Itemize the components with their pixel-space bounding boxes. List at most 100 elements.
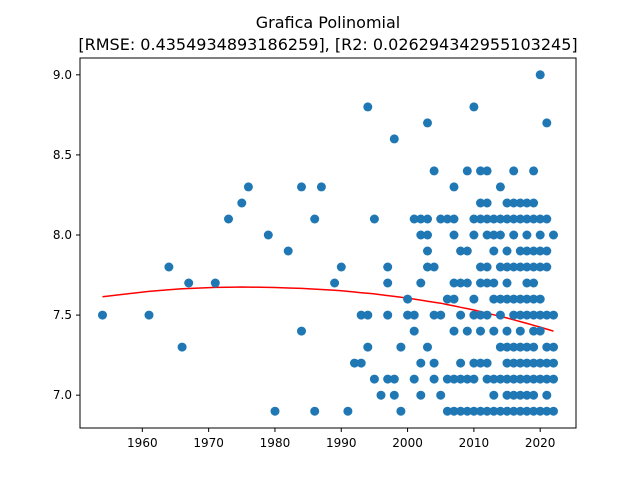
data-point [423, 246, 432, 256]
data-point [542, 358, 552, 368]
data-point [529, 390, 539, 400]
data-point [456, 406, 466, 416]
data-point [442, 294, 452, 304]
data-point [529, 246, 539, 256]
data-point [237, 198, 247, 208]
data-point [509, 214, 519, 224]
data-point [442, 406, 452, 416]
y-tick-label: 7.5 [53, 308, 72, 322]
data-point [529, 294, 539, 304]
data-point [509, 262, 519, 272]
data-point [522, 310, 532, 320]
x-tick-label: 1970 [193, 436, 224, 450]
data-point [549, 406, 558, 416]
data-point [522, 278, 532, 288]
data-point [423, 118, 432, 128]
data-point [509, 358, 519, 368]
data-point [476, 198, 485, 208]
data-point [509, 166, 519, 176]
data-point [449, 214, 459, 224]
data-point [489, 374, 499, 384]
data-point [502, 214, 512, 224]
data-point [535, 70, 545, 80]
data-point [469, 358, 479, 368]
data-point [416, 230, 426, 240]
data-point [515, 294, 525, 304]
data-point [462, 374, 472, 384]
data-point [423, 214, 432, 224]
data-point [396, 406, 406, 416]
fit-line-layer [102, 286, 554, 332]
data-point [535, 246, 545, 256]
data-point [456, 358, 466, 368]
x-tick-label: 1960 [127, 436, 158, 450]
data-point [522, 198, 532, 208]
data-point [502, 374, 512, 384]
data-point [542, 390, 552, 400]
data-point [297, 182, 306, 192]
fit-line [102, 286, 554, 332]
data-point [482, 310, 492, 320]
data-point [449, 182, 459, 192]
data-point [502, 262, 512, 272]
data-point [522, 358, 532, 368]
data-point [502, 198, 512, 208]
data-point [515, 342, 525, 352]
data-point [449, 326, 459, 336]
data-point [456, 310, 466, 320]
data-point [476, 310, 485, 320]
y-axis: 7.0 7.5 8.0 8.5 9.0 [53, 68, 80, 402]
data-point [469, 406, 479, 416]
data-point [376, 390, 386, 400]
data-point [529, 326, 539, 336]
data-point [476, 262, 485, 272]
data-point [529, 166, 539, 176]
data-point [482, 358, 492, 368]
data-point [462, 406, 472, 416]
data-point [462, 246, 472, 256]
data-point [429, 310, 439, 320]
data-point [482, 166, 492, 176]
data-point [98, 310, 107, 320]
data-point [482, 198, 492, 208]
data-point [469, 294, 479, 304]
data-point [469, 214, 479, 224]
data-point [429, 262, 439, 272]
data-point [515, 374, 525, 384]
data-point [310, 406, 320, 416]
data-point [423, 230, 432, 240]
data-point [502, 358, 512, 368]
data-point [522, 230, 532, 240]
data-point [515, 198, 525, 208]
x-tick-label: 2020 [525, 436, 556, 450]
data-point [469, 310, 479, 320]
data-point [316, 182, 326, 192]
data-point [502, 342, 512, 352]
data-point [515, 214, 525, 224]
data-point [456, 246, 466, 256]
data-point [482, 214, 492, 224]
data-point [502, 406, 512, 416]
data-point [502, 294, 512, 304]
data-point [436, 390, 446, 400]
data-point [515, 326, 525, 336]
data-point [476, 358, 485, 368]
data-point [522, 390, 532, 400]
data-point [409, 374, 419, 384]
data-point [489, 390, 499, 400]
data-point [449, 278, 459, 288]
y-tick-label: 9.0 [53, 68, 72, 82]
data-point [542, 406, 552, 416]
data-point [416, 214, 426, 224]
data-point [270, 406, 280, 416]
data-point [542, 342, 552, 352]
data-point [489, 230, 499, 240]
data-point [184, 278, 194, 288]
data-point [529, 198, 539, 208]
data-point [456, 374, 466, 384]
data-point [522, 406, 532, 416]
data-point [449, 406, 459, 416]
data-point [509, 342, 519, 352]
data-point [529, 278, 539, 288]
